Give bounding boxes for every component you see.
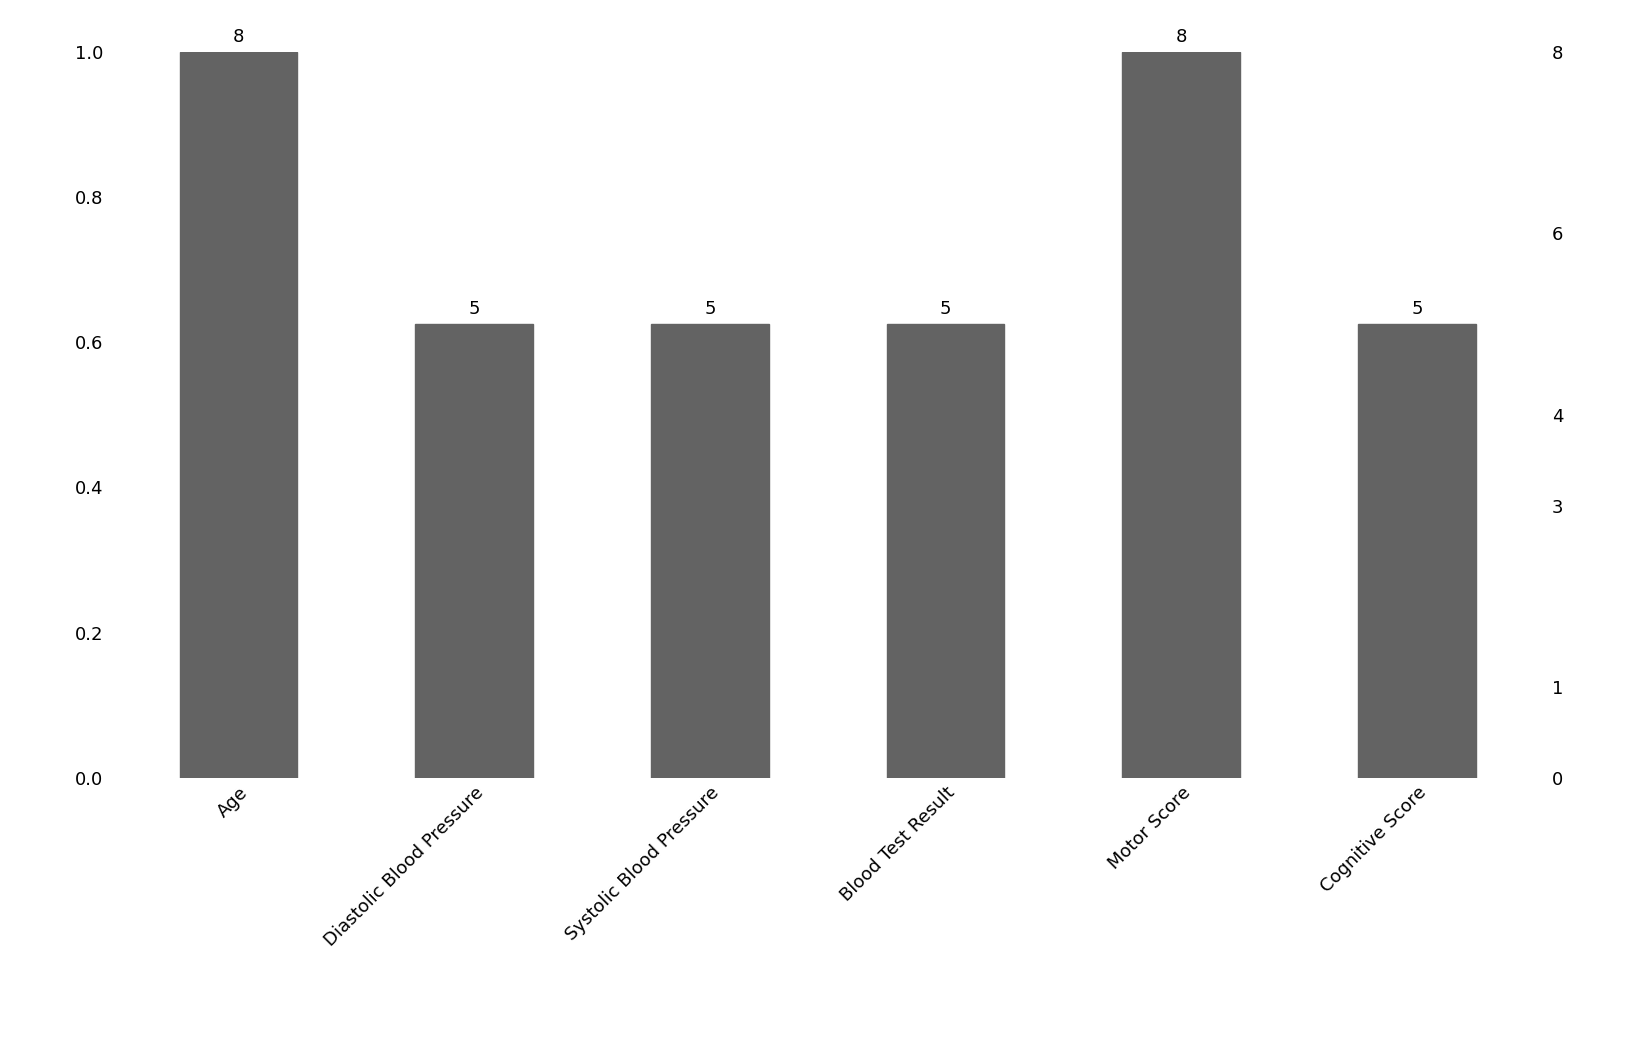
- Bar: [180, 52, 297, 778]
- Text: 5: 5: [705, 301, 716, 318]
- Text: 5: 5: [469, 301, 480, 318]
- Bar: [1359, 324, 1475, 778]
- Text: 5: 5: [939, 301, 951, 318]
- Text: 8: 8: [233, 28, 244, 46]
- Text: 5: 5: [1411, 301, 1423, 318]
- Bar: [1123, 52, 1241, 778]
- Bar: [415, 324, 533, 778]
- Bar: [887, 324, 1005, 778]
- Bar: [651, 324, 769, 778]
- Text: 8: 8: [1175, 28, 1187, 46]
